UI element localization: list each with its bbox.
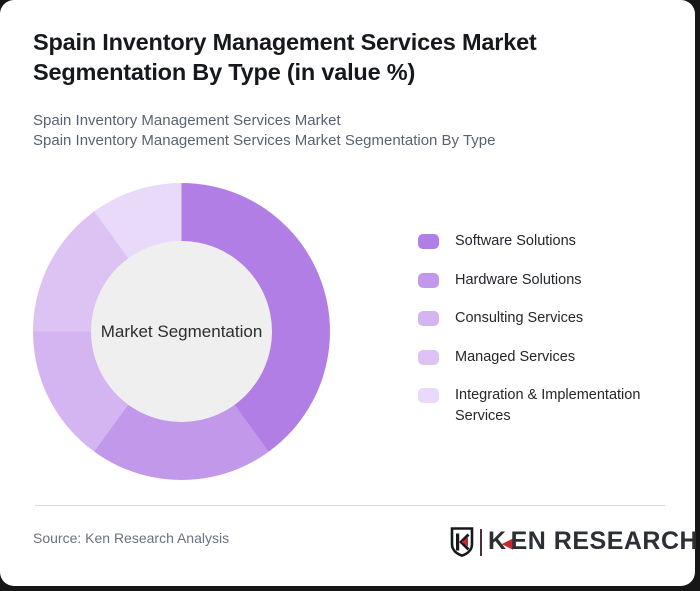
chart-legend: Software Solutions Hardware Solutions Cons… <box>418 231 668 445</box>
logo-divider-bar <box>480 528 482 556</box>
legend-swatch <box>418 388 439 403</box>
legend-item: Hardware Solutions <box>418 270 668 291</box>
legend-label: Managed Services <box>455 348 576 365</box>
logo-red-triangle-icon: ◀ <box>501 533 514 552</box>
legend-swatch <box>418 349 439 365</box>
chart-subtitles: Spain Inventory Management Services Mark… <box>33 111 653 151</box>
legend-label: Software Solutions <box>455 233 576 249</box>
legend-swatch <box>418 311 439 326</box>
source-note: Source: Ken Research Analysis <box>33 530 230 546</box>
logo-text: K◀EN RESEARCH <box>488 526 699 555</box>
ken-research-logo: K◀EN RESEARCH <box>450 526 698 558</box>
legend-item: Software Solutions <box>418 231 668 252</box>
subtitle-line-1: Spain Inventory Management Services Mark… <box>33 112 341 129</box>
donut-center-label: Market Segmentation <box>100 321 263 341</box>
donut-hole: Market Segmentation <box>91 241 272 422</box>
legend-item: Integration & Implementation Services <box>418 385 668 427</box>
legend-label: Consulting Services <box>455 310 584 326</box>
legend-label: Hardware Solutions <box>455 271 582 288</box>
footer-divider <box>35 505 665 506</box>
chart-title: Spain Inventory Management Services Mark… <box>33 29 537 85</box>
legend-label: Integration & Implementation Services <box>455 387 641 424</box>
ken-shield-icon <box>450 527 474 557</box>
legend-item: Managed Services <box>418 347 668 368</box>
subtitle-line-2: Spain Inventory Management Services Mark… <box>33 132 496 149</box>
donut-chart: Market Segmentation <box>33 183 330 480</box>
legend-item: Consulting Services <box>418 308 668 329</box>
legend-swatch <box>418 272 439 288</box>
legend-swatch <box>418 234 439 249</box>
